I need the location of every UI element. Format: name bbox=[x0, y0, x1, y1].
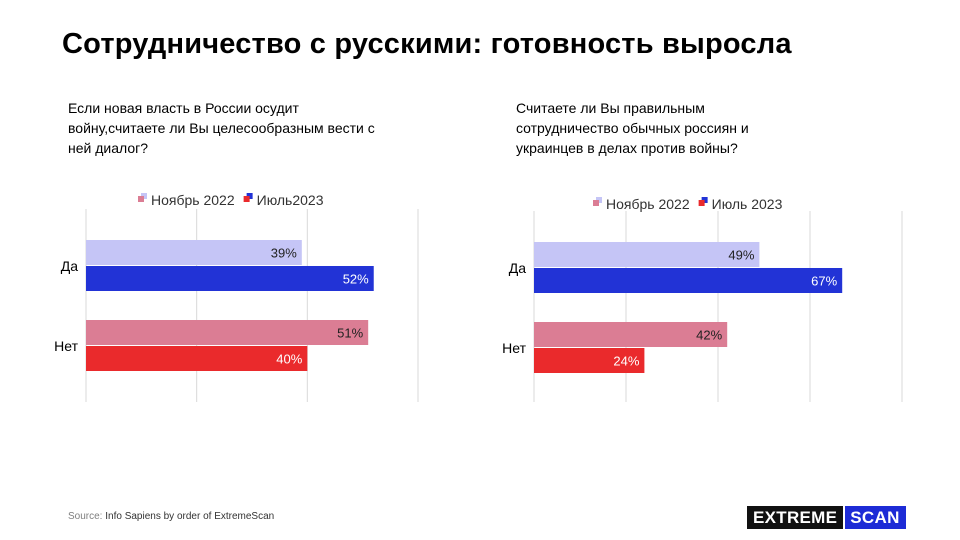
page-title: Сотрудничество с русскими: готовность вы… bbox=[62, 28, 792, 60]
bar bbox=[86, 346, 308, 371]
logo-part-1: EXTREME bbox=[747, 506, 844, 529]
data-label: 51% bbox=[337, 326, 363, 341]
data-label: 39% bbox=[271, 246, 297, 261]
legend-label: Ноябрь 2022 bbox=[606, 196, 690, 212]
data-label: 40% bbox=[276, 352, 302, 367]
source-note: Source: Info Sapiens by order of Extreme… bbox=[68, 511, 274, 522]
data-label: 67% bbox=[811, 274, 837, 289]
logo-part-2: SCAN bbox=[845, 506, 906, 529]
legend-label: Ноябрь 2022 bbox=[151, 192, 235, 208]
category-label: Нет bbox=[54, 338, 78, 354]
legend-swatch bbox=[593, 200, 599, 206]
category-label: Да bbox=[61, 258, 78, 274]
legend-swatch bbox=[138, 196, 144, 202]
legend-swatch bbox=[698, 200, 705, 206]
data-label: 49% bbox=[728, 248, 754, 263]
source-label: Source: bbox=[68, 511, 103, 522]
question-1: Если новая власть в России осудит войну,… bbox=[68, 100, 375, 156]
source-text: Info Sapiens by order of ExtremeScan bbox=[102, 511, 275, 522]
bar bbox=[534, 268, 843, 293]
data-label: 42% bbox=[696, 328, 722, 343]
bar bbox=[86, 266, 374, 291]
category-label: Да bbox=[509, 260, 526, 276]
data-label: 24% bbox=[613, 354, 639, 369]
bar bbox=[534, 348, 645, 373]
legend-label: Июль 2023 bbox=[712, 196, 783, 212]
extremescan-logo: EXTREME SCAN bbox=[747, 506, 906, 529]
bar bbox=[534, 322, 728, 347]
data-label: 52% bbox=[343, 272, 369, 287]
legend-swatch bbox=[243, 196, 250, 202]
legend-label: Июль2023 bbox=[257, 192, 324, 208]
bar bbox=[534, 242, 760, 267]
category-label: Нет bbox=[502, 340, 526, 356]
bar bbox=[86, 240, 302, 265]
bar bbox=[86, 320, 369, 345]
question-2: Считаете ли Вы правильным сотрудничество… bbox=[516, 100, 749, 156]
